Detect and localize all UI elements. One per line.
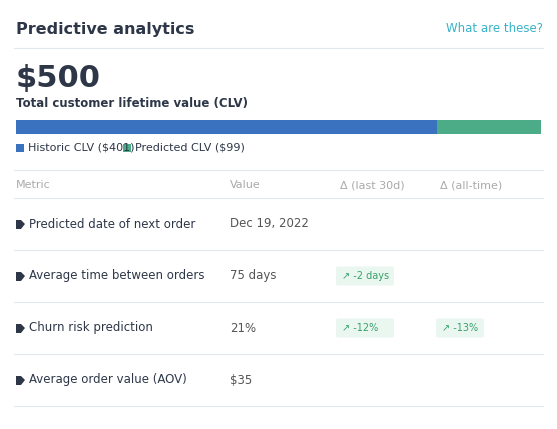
Polygon shape xyxy=(21,272,25,276)
Text: Value: Value xyxy=(230,180,261,190)
Polygon shape xyxy=(21,220,25,224)
Bar xyxy=(16,272,25,281)
Polygon shape xyxy=(21,375,25,380)
Text: Predictive analytics: Predictive analytics xyxy=(16,22,194,37)
Polygon shape xyxy=(21,328,25,332)
Bar xyxy=(16,220,25,229)
Text: 21%: 21% xyxy=(230,321,256,335)
Text: ↗ -12%: ↗ -12% xyxy=(342,323,378,333)
Bar xyxy=(16,144,24,152)
Text: ↗ -13%: ↗ -13% xyxy=(442,323,478,333)
Text: Predicted CLV ($99): Predicted CLV ($99) xyxy=(135,143,245,153)
Text: ↗ -2 days: ↗ -2 days xyxy=(342,271,389,281)
Bar xyxy=(16,323,25,332)
FancyBboxPatch shape xyxy=(336,318,394,338)
Bar xyxy=(16,375,25,384)
Text: Dec 19, 2022: Dec 19, 2022 xyxy=(230,218,309,230)
Text: Metric: Metric xyxy=(16,180,51,190)
FancyBboxPatch shape xyxy=(336,266,394,286)
Polygon shape xyxy=(21,224,25,229)
Text: What are these?: What are these? xyxy=(446,22,543,35)
Text: $35: $35 xyxy=(230,374,252,387)
Text: Historic CLV ($401): Historic CLV ($401) xyxy=(28,143,134,153)
Text: Churn risk prediction: Churn risk prediction xyxy=(29,321,153,335)
Bar xyxy=(437,120,541,134)
Text: Δ (all-time): Δ (all-time) xyxy=(440,180,502,190)
Text: Average time between orders: Average time between orders xyxy=(29,269,204,283)
Text: 75 days: 75 days xyxy=(230,269,276,283)
Text: $500: $500 xyxy=(16,64,101,93)
Bar xyxy=(123,144,131,152)
Polygon shape xyxy=(21,276,25,281)
Text: Total customer lifetime value (CLV): Total customer lifetime value (CLV) xyxy=(16,97,248,110)
Text: Average order value (AOV): Average order value (AOV) xyxy=(29,374,187,387)
Text: Predicted date of next order: Predicted date of next order xyxy=(29,218,196,230)
Bar xyxy=(16,120,437,134)
Polygon shape xyxy=(21,380,25,384)
Text: Δ (last 30d): Δ (last 30d) xyxy=(340,180,404,190)
Polygon shape xyxy=(21,323,25,328)
FancyBboxPatch shape xyxy=(436,318,484,338)
